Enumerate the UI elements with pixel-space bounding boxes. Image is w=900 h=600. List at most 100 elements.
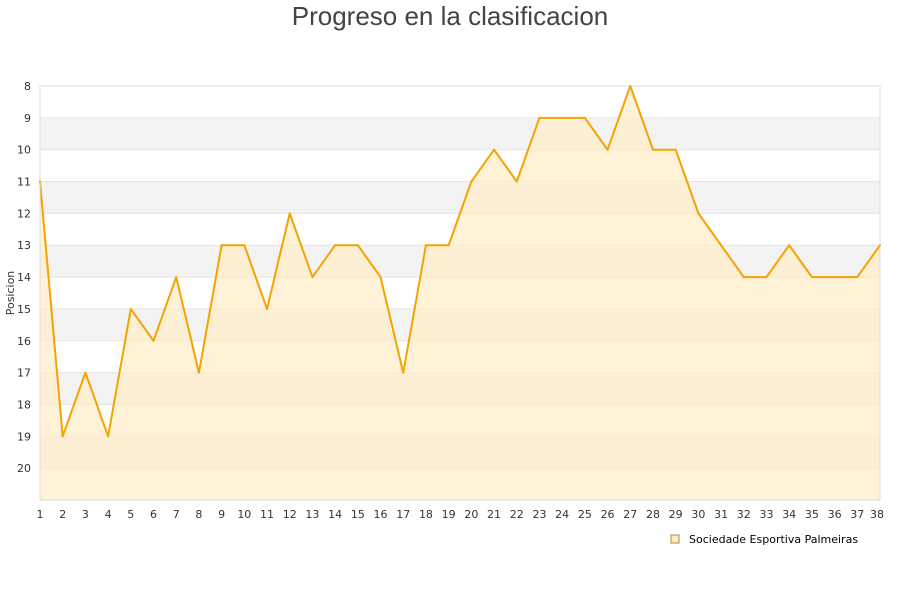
data-point-4 bbox=[107, 435, 110, 438]
x-tick-27: 27 bbox=[623, 508, 637, 521]
data-point-22 bbox=[515, 180, 518, 183]
x-tick-4: 4 bbox=[105, 508, 112, 521]
data-point-34 bbox=[788, 244, 791, 247]
data-point-1 bbox=[39, 180, 41, 183]
y-tick-15: 15 bbox=[17, 303, 31, 316]
y-tick-20: 20 bbox=[17, 462, 31, 475]
data-point-8 bbox=[197, 371, 200, 374]
data-point-16 bbox=[379, 276, 382, 279]
y-tick-9: 9 bbox=[24, 112, 31, 125]
x-tick-5: 5 bbox=[127, 508, 134, 521]
x-tick-30: 30 bbox=[691, 508, 705, 521]
y-tick-11: 11 bbox=[17, 176, 31, 189]
x-tick-11: 11 bbox=[260, 508, 274, 521]
x-tick-15: 15 bbox=[351, 508, 365, 521]
data-point-20 bbox=[470, 180, 473, 183]
data-point-28 bbox=[651, 148, 654, 151]
data-point-14 bbox=[334, 244, 337, 247]
x-tick-28: 28 bbox=[646, 508, 660, 521]
x-tick-21: 21 bbox=[487, 508, 501, 521]
y-tick-13: 13 bbox=[17, 239, 31, 252]
x-tick-2: 2 bbox=[59, 508, 66, 521]
x-tick-18: 18 bbox=[419, 508, 433, 521]
x-tick-29: 29 bbox=[669, 508, 683, 521]
y-tick-18: 18 bbox=[17, 398, 31, 411]
band-8 bbox=[40, 86, 880, 118]
x-tick-20: 20 bbox=[464, 508, 478, 521]
data-point-11 bbox=[266, 307, 269, 310]
x-tick-labels: 1 2 3 4 5 6 7 8 9 10 11 12 13 14 15 16 17 18 19 20 21 22 23 24 2… bbox=[37, 508, 885, 521]
x-tick-26: 26 bbox=[601, 508, 615, 521]
series-line bbox=[39, 85, 881, 438]
x-tick-24: 24 bbox=[555, 508, 569, 521]
data-point-3 bbox=[84, 371, 87, 374]
x-tick-13: 13 bbox=[305, 508, 319, 521]
data-point-27 bbox=[629, 85, 632, 87]
x-tick-25: 25 bbox=[578, 508, 592, 521]
x-tick-7: 7 bbox=[173, 508, 180, 521]
data-point-6 bbox=[152, 339, 155, 342]
x-tick-23: 23 bbox=[532, 508, 546, 521]
y-tick-19: 19 bbox=[17, 430, 31, 443]
x-tick-31: 31 bbox=[714, 508, 728, 521]
x-tick-9: 9 bbox=[218, 508, 225, 521]
chart-title: Progreso en la clasificacion bbox=[291, 1, 609, 31]
x-tick-37: 37 bbox=[850, 508, 864, 521]
y-tick-14: 14 bbox=[17, 271, 31, 284]
data-point-9 bbox=[220, 244, 223, 247]
data-point-13 bbox=[311, 276, 314, 279]
data-point-31 bbox=[720, 244, 723, 247]
y-axis-label: Posicion bbox=[4, 271, 17, 316]
data-point-30 bbox=[697, 212, 700, 215]
x-tick-8: 8 bbox=[195, 508, 202, 521]
data-point-37 bbox=[856, 276, 859, 279]
y-tick-12: 12 bbox=[17, 207, 31, 220]
legend-label: Sociedade Esportiva Palmeiras bbox=[689, 533, 858, 546]
data-point-10 bbox=[243, 244, 246, 247]
data-point-2 bbox=[61, 435, 64, 438]
data-point-12 bbox=[288, 212, 291, 215]
x-tick-38: 38 bbox=[870, 508, 884, 521]
y-tick-17: 17 bbox=[17, 367, 31, 380]
x-tick-3: 3 bbox=[82, 508, 89, 521]
x-tick-22: 22 bbox=[510, 508, 524, 521]
x-tick-19: 19 bbox=[442, 508, 456, 521]
x-tick-35: 35 bbox=[805, 508, 819, 521]
y-tick-16: 16 bbox=[17, 335, 31, 348]
data-point-32 bbox=[742, 276, 745, 279]
data-point-19 bbox=[447, 244, 450, 247]
legend: Sociedade Esportiva Palmeiras bbox=[670, 533, 858, 546]
x-tick-32: 32 bbox=[737, 508, 751, 521]
data-point-18 bbox=[424, 244, 427, 247]
data-point-7 bbox=[175, 276, 178, 279]
x-tick-34: 34 bbox=[782, 508, 796, 521]
data-point-15 bbox=[356, 244, 359, 247]
data-point-36 bbox=[833, 276, 836, 279]
series-area bbox=[40, 86, 880, 500]
data-point-21 bbox=[493, 148, 496, 151]
x-tick-36: 36 bbox=[828, 508, 842, 521]
x-tick-10: 10 bbox=[237, 508, 251, 521]
data-point-26 bbox=[606, 148, 609, 151]
x-tick-6: 6 bbox=[150, 508, 157, 521]
band-9 bbox=[40, 117, 880, 150]
band-11 bbox=[40, 181, 880, 214]
data-point-33 bbox=[765, 276, 768, 279]
data-point-5 bbox=[129, 307, 132, 310]
data-point-25 bbox=[583, 116, 586, 119]
data-point-38 bbox=[879, 244, 881, 247]
x-tick-14: 14 bbox=[328, 508, 342, 521]
x-tick-12: 12 bbox=[283, 508, 297, 521]
plot-frame bbox=[39, 85, 881, 501]
x-tick-1: 1 bbox=[37, 508, 44, 521]
data-point-29 bbox=[674, 148, 677, 151]
y-tick-10: 10 bbox=[17, 144, 31, 157]
y-tick-labels: 8 9 10 11 12 13 14 15 16 17 18 19 20 bbox=[17, 80, 31, 475]
x-tick-17: 17 bbox=[396, 508, 410, 521]
data-points bbox=[39, 85, 881, 438]
x-tick-33: 33 bbox=[759, 508, 773, 521]
data-point-35 bbox=[810, 276, 813, 279]
data-point-23 bbox=[538, 116, 541, 119]
data-point-24 bbox=[561, 116, 564, 119]
